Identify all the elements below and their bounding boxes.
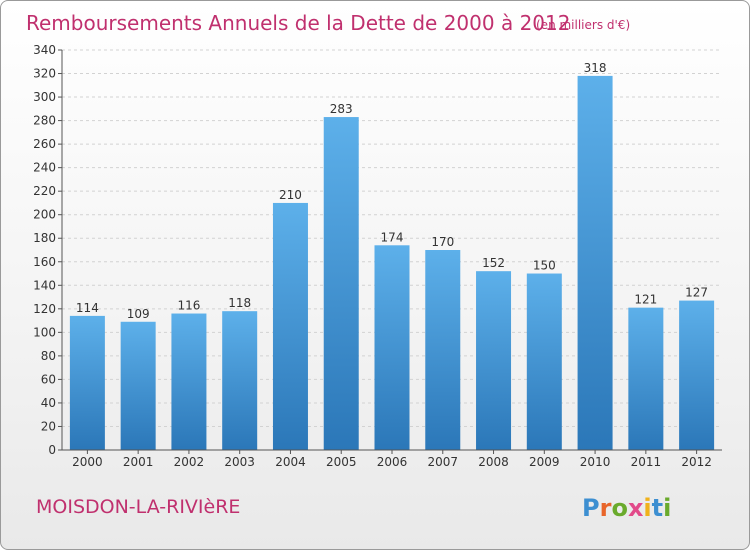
bar-value-label: 174 — [381, 230, 404, 244]
y-tick-label: 220 — [33, 184, 56, 198]
commune-name: MOISDON-LA-RIVIèRE — [36, 496, 240, 518]
proxiti-logo-letter: o — [611, 494, 628, 522]
bar — [374, 245, 410, 450]
bar — [476, 271, 512, 450]
bar — [628, 307, 664, 450]
bar-value-label: 121 — [634, 293, 657, 307]
y-tick-label: 280 — [33, 114, 56, 128]
x-tick-label: 2006 — [377, 455, 408, 469]
y-tick-label: 120 — [33, 302, 56, 316]
bar — [425, 250, 461, 450]
bar-value-label: 318 — [584, 61, 607, 75]
bar-value-label: 118 — [228, 296, 251, 310]
y-tick-label: 320 — [33, 67, 56, 81]
bar-value-label: 116 — [177, 299, 200, 313]
y-tick-label: 180 — [33, 231, 56, 245]
proxiti-logo-letter: t — [652, 494, 663, 522]
y-tick-label: 260 — [33, 137, 56, 151]
bar-value-label: 283 — [330, 102, 353, 116]
tick-labels: 0 20 40 60 80 100 120 140 160 180 200 220 240 260 280 3… — [33, 43, 712, 469]
y-tick-label: 40 — [41, 396, 56, 410]
chart-subtitle: (en milliers d'€) — [536, 18, 630, 32]
axes — [58, 49, 722, 454]
y-tick-label: 140 — [33, 278, 56, 292]
bar-value-label: 150 — [533, 259, 556, 273]
y-tick-label: 160 — [33, 255, 56, 269]
proxiti-logo-letter: r — [600, 494, 612, 522]
x-tick-label: 2003 — [224, 455, 255, 469]
y-tick-label: 340 — [33, 43, 56, 57]
bar-value-label: 114 — [76, 301, 99, 315]
x-tick-label: 2012 — [681, 455, 712, 469]
x-tick-label: 2005 — [326, 455, 357, 469]
bars — [69, 75, 715, 450]
bar — [526, 273, 562, 450]
proxiti-logo: Proxiti — [582, 494, 671, 522]
bar-value-label: 210 — [279, 188, 302, 202]
proxiti-logo-letter: x — [628, 494, 644, 522]
chart-title: Remboursements Annuels de la Dette de 20… — [26, 11, 570, 35]
proxiti-logo-text: Proxiti — [582, 494, 671, 522]
bar — [171, 313, 207, 450]
x-tick-label: 2004 — [275, 455, 306, 469]
x-tick-label: 2009 — [529, 455, 560, 469]
y-tick-label: 300 — [33, 90, 56, 104]
bar — [679, 300, 715, 450]
y-tick-label: 80 — [41, 349, 56, 363]
proxiti-logo-letter: i — [643, 494, 651, 522]
x-tick-label: 2002 — [174, 455, 205, 469]
proxiti-logo-letter: P — [582, 494, 600, 522]
bar-value-label: 127 — [685, 286, 708, 300]
bar-value-label: 170 — [431, 235, 454, 249]
bar — [120, 321, 156, 450]
bar-value-label: 109 — [127, 307, 150, 321]
bar — [272, 202, 308, 450]
x-tick-label: 2007 — [427, 455, 458, 469]
y-tick-label: 60 — [41, 372, 56, 386]
y-tick-label: 200 — [33, 208, 56, 222]
y-tick-label: 240 — [33, 161, 56, 175]
proxiti-logo-letter: i — [663, 494, 671, 522]
x-tick-label: 2011 — [631, 455, 662, 469]
bar — [323, 117, 359, 450]
bar — [577, 75, 613, 450]
x-tick-label: 2008 — [478, 455, 509, 469]
x-tick-label: 2001 — [123, 455, 154, 469]
bar-value-label: 152 — [482, 256, 505, 270]
bar — [69, 315, 105, 450]
x-tick-label: 2000 — [72, 455, 103, 469]
x-tick-label: 2010 — [580, 455, 611, 469]
bar — [222, 311, 258, 450]
y-tick-label: 100 — [33, 325, 56, 339]
y-tick-label: 0 — [48, 443, 56, 457]
y-tick-label: 20 — [41, 419, 56, 433]
